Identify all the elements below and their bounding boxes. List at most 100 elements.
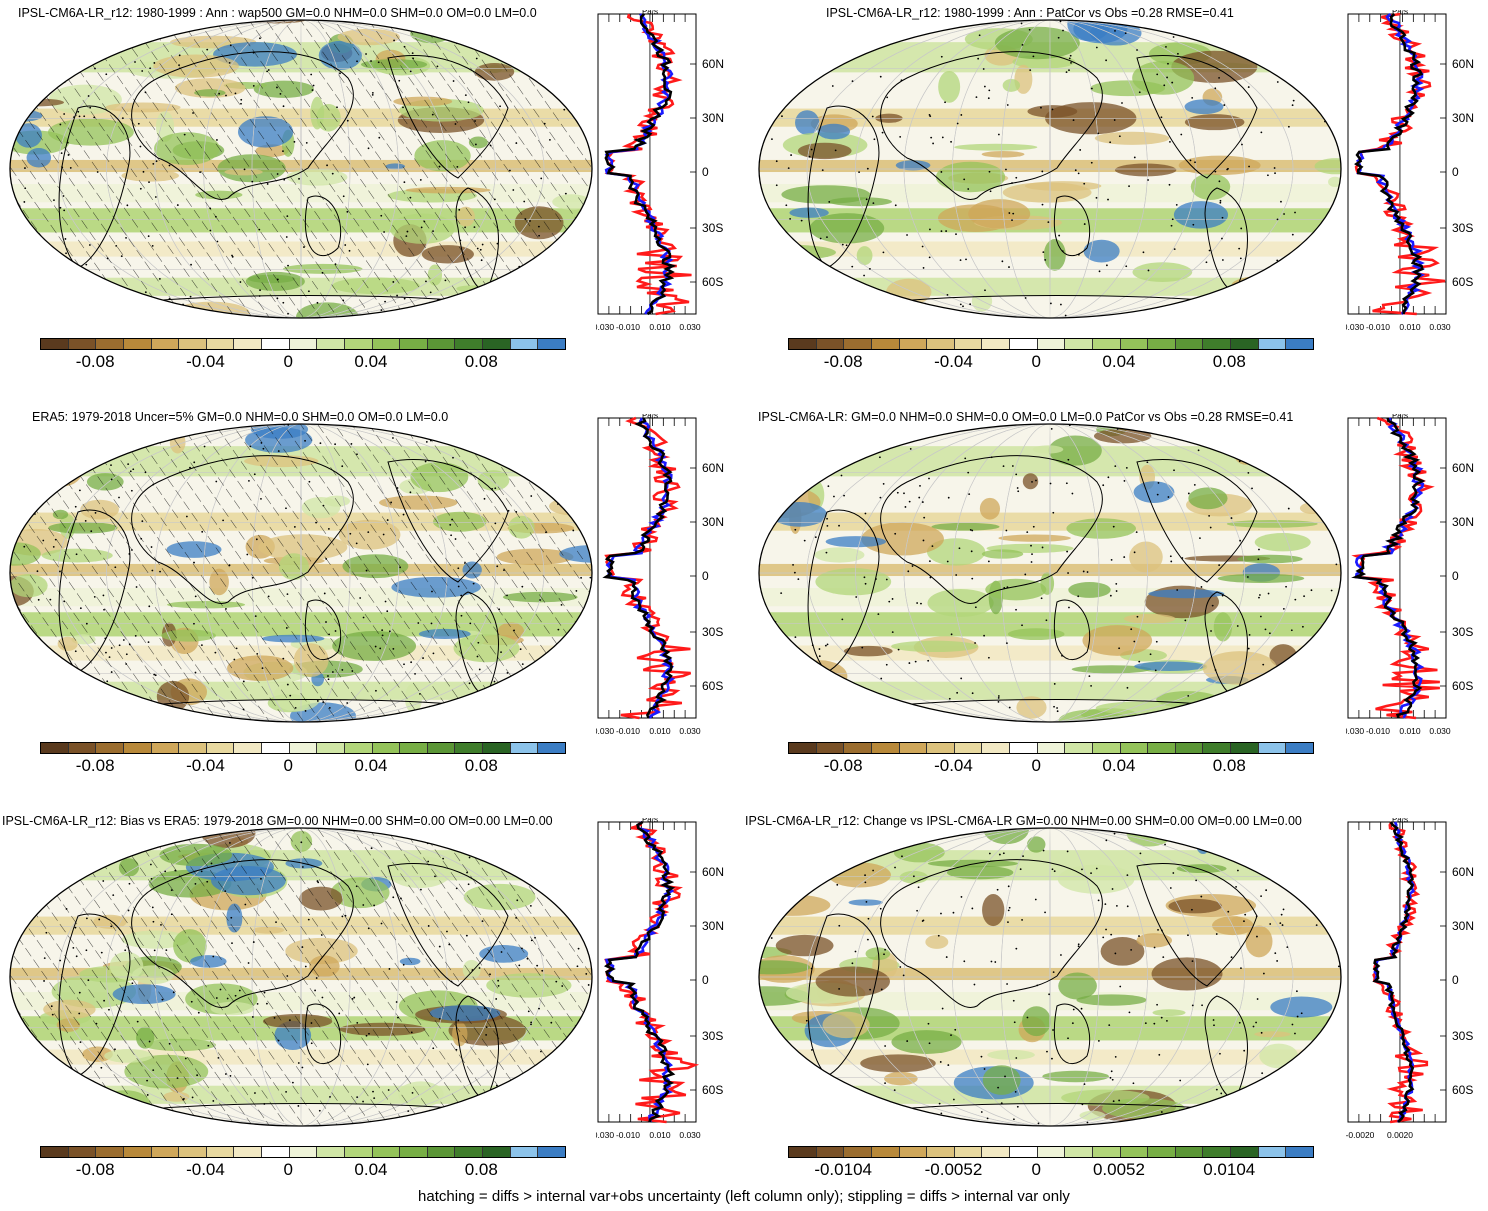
profile-x-tick-label: 0.010 xyxy=(1399,322,1421,332)
colorbar-swatch xyxy=(1120,1147,1149,1157)
colorbar-swatch xyxy=(68,339,97,349)
colorbar-swatch xyxy=(234,339,262,349)
colorbar-swatch xyxy=(262,743,290,753)
colorbar-swatch xyxy=(510,1147,539,1157)
colorbar-tick-label: -0.04 xyxy=(186,1160,225,1179)
latitude-tick-label: 0 xyxy=(1452,569,1459,583)
profile-line-mean xyxy=(1351,417,1426,719)
latitude-tick-label: 60N xyxy=(702,461,724,475)
latitude-tick-label: 0 xyxy=(1452,973,1459,987)
profile-x-tick-label: 0.010 xyxy=(1399,726,1421,736)
zonal-profile-3: Pa/s 60N 30N 0 30S 60S -0.030-0.010 0.010 0.030 xyxy=(596,414,724,736)
colorbar-swatch xyxy=(816,339,845,349)
colorbar-swatch xyxy=(1286,743,1313,753)
colorbar-swatch xyxy=(1231,339,1259,349)
colorbar-swatch xyxy=(789,743,817,753)
colorbar-swatch xyxy=(954,743,983,753)
colorbar-tick-label: -0.08 xyxy=(823,352,863,371)
colorbar-swatch xyxy=(1258,1147,1287,1157)
latitude-tick-label: 30N xyxy=(702,111,724,125)
colorbar-swatch xyxy=(927,743,955,753)
profile-x-tick-label: 0.030 xyxy=(679,1130,701,1140)
colorbar-swatch xyxy=(1120,339,1149,349)
colorbar-tick-label: 0.08 xyxy=(464,352,498,371)
zonal-profile-4: Pa/s 60N 30N 0 30S 60S -0.030-0.010 0.010 0.030 xyxy=(1346,414,1474,736)
colorbar-swatch xyxy=(1175,1147,1204,1157)
colorbar-tick-label: 0 xyxy=(283,756,293,775)
colorbar-swatch xyxy=(1258,743,1287,753)
profile-unit: Pa/s xyxy=(1392,414,1408,420)
colorbar-swatch xyxy=(510,743,539,753)
colorbar-swatch xyxy=(455,743,483,753)
latitude-tick-label: 30S xyxy=(702,625,723,639)
latitude-tick-label: 60S xyxy=(702,1083,723,1097)
colorbar-swatch xyxy=(427,743,456,753)
colorbar-swatch xyxy=(1037,743,1066,753)
profile-line-mean xyxy=(604,13,677,316)
profile-line-model xyxy=(1351,416,1440,720)
colorbar-swatch xyxy=(1037,1147,1066,1157)
colorbar-tick-label: -0.08 xyxy=(75,756,115,775)
latitude-tick-label: 60N xyxy=(702,865,724,879)
zonal-profile-1: Pa/s 60N 30N 0 30S 60S -0.030-0.010 0.010 0.030 xyxy=(596,10,724,332)
colorbar-tick-label: 0.04 xyxy=(354,1160,388,1179)
colorbar-tick-label: 0.04 xyxy=(1102,756,1136,775)
colorbar-tick-label: 0.08 xyxy=(464,756,498,775)
latitude-tick-label: 0 xyxy=(702,569,709,583)
colorbar-swatch xyxy=(1092,1147,1121,1157)
colorbar-swatch xyxy=(123,743,152,753)
colorbar-swatch xyxy=(206,339,235,349)
latitude-tick-label: 0 xyxy=(702,165,709,179)
colorbar-swatch xyxy=(151,339,180,349)
colorbar-swatch xyxy=(899,1147,928,1157)
profile-unit: Pa/s xyxy=(642,10,658,16)
colorbar-swatch xyxy=(206,1147,235,1157)
colorbar-swatch xyxy=(1010,743,1038,753)
colorbar-swatch xyxy=(1231,743,1259,753)
colorbar-swatch xyxy=(289,339,318,349)
colorbar-swatch xyxy=(262,339,290,349)
colorbar-swatch xyxy=(483,743,511,753)
latitude-tick-label: 60S xyxy=(1452,1083,1473,1097)
colorbar-tick-label: -0.08 xyxy=(823,756,863,775)
latitude-tick-label: 60S xyxy=(702,275,723,289)
colorbar-swatch xyxy=(1148,339,1176,349)
colorbar-swatch xyxy=(538,339,565,349)
colorbar-swatch xyxy=(179,743,207,753)
colorbar-tick-label: 0 xyxy=(1031,756,1041,775)
colorbar-swatch xyxy=(1065,1147,1093,1157)
colorbar-swatch xyxy=(1092,743,1121,753)
latitude-tick-label: 60S xyxy=(1452,679,1473,693)
colorbar-tick-label: -0.04 xyxy=(186,756,225,775)
profile-x-tick-label: -0.010 xyxy=(1366,322,1390,332)
latitude-tick-label: 30N xyxy=(1452,515,1474,529)
colorbar-swatch xyxy=(1120,743,1149,753)
colorbar-swatch xyxy=(844,1147,872,1157)
colorbar-swatch xyxy=(317,743,345,753)
profile-x-tick-label: -0.0020 xyxy=(1346,1130,1375,1140)
colorbar-tick-label: 0.08 xyxy=(1212,352,1246,371)
colorbar-tick-label: 0 xyxy=(1031,1160,1041,1179)
colorbar-tick-label: -0.08 xyxy=(75,352,115,371)
profile-x-tick-label: -0.030 xyxy=(596,322,614,332)
colorbar-swatch xyxy=(427,1147,456,1157)
colorbar-swatch xyxy=(344,1147,373,1157)
colorbar-swatch xyxy=(400,339,428,349)
colorbar-tick-label: 0.08 xyxy=(464,1160,498,1179)
colorbar-swatch xyxy=(317,1147,345,1157)
colorbar-swatch xyxy=(871,743,900,753)
colorbar-swatch xyxy=(1203,339,1231,349)
colorbar-swatch xyxy=(344,339,373,349)
colorbar-tick-label: -0.04 xyxy=(934,352,973,371)
colorbar-swatch xyxy=(151,743,180,753)
colorbar-swatch xyxy=(289,1147,318,1157)
map-1 xyxy=(9,19,593,319)
colorbar-tick-label: 0.0052 xyxy=(1092,1160,1145,1179)
colorbar-swatch xyxy=(41,339,69,349)
colorbar-swatch xyxy=(1065,339,1093,349)
profile-x-tick-label: -0.010 xyxy=(616,726,640,736)
colorbar-swatch xyxy=(96,743,124,753)
profile-line-model xyxy=(604,416,692,720)
colorbar-swatch xyxy=(427,339,456,349)
